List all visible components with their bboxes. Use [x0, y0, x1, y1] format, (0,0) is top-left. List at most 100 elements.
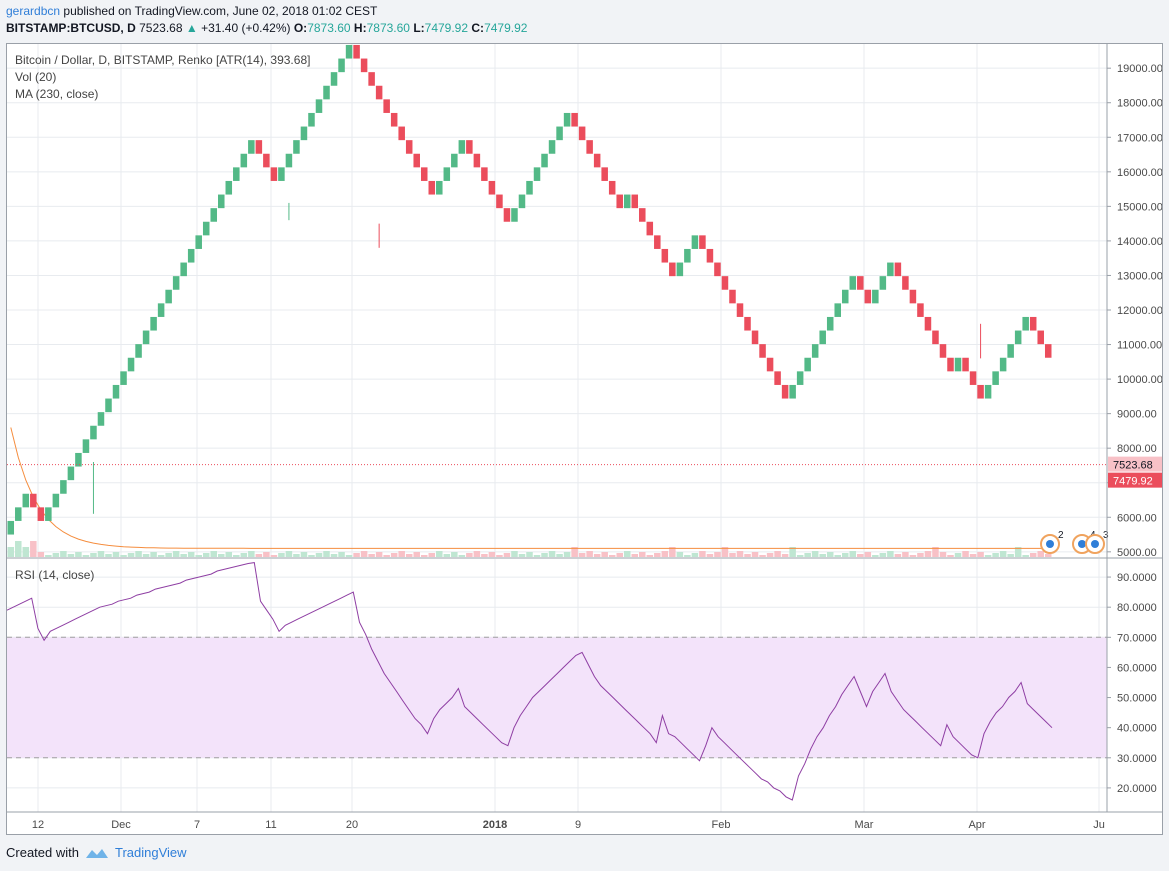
brick-up	[67, 466, 75, 481]
volume-bar	[120, 555, 127, 557]
volume-bar	[270, 555, 278, 557]
volume-bar	[127, 553, 135, 557]
price-axis[interactable]: 5000.006000.007000.008000.009000.0010000…	[1107, 63, 1162, 559]
rsi-axis-label: 30.0000	[1117, 753, 1157, 765]
price-axis-label: 19000.00	[1117, 63, 1162, 75]
volume-bar	[849, 551, 857, 557]
volume-bar	[135, 551, 142, 557]
brick-down	[669, 262, 676, 277]
volume-bar	[684, 555, 691, 557]
volume-bar	[676, 552, 684, 557]
volume-bar	[992, 553, 999, 557]
volume-bar	[721, 547, 729, 557]
volume-bar	[255, 554, 263, 557]
brick-up	[135, 344, 142, 358]
volume-bar	[30, 541, 37, 557]
event-markers[interactable]: 243	[1040, 530, 1109, 554]
brick-down	[969, 371, 977, 385]
brick-up	[984, 384, 992, 399]
volume-bar	[917, 553, 924, 557]
price-axis-label: 13000.00	[1117, 270, 1162, 282]
volume-bar	[150, 552, 157, 557]
last-price: 7523.68	[139, 21, 183, 35]
volume-bar	[924, 551, 932, 557]
volume-bar	[608, 555, 616, 557]
volume-bar	[248, 551, 255, 557]
open-value: 7873.60	[307, 21, 351, 35]
volume-bar	[969, 554, 977, 557]
rsi-axis[interactable]: 20.0000 30.0000 40.0000 50.0000 60.0000 70.00…	[1107, 572, 1157, 795]
chart-panel[interactable]: 5000.006000.007000.008000.009000.0010000…	[6, 43, 1163, 835]
volume-bar	[420, 555, 428, 557]
brick-down	[398, 126, 405, 141]
brick-up	[345, 44, 353, 59]
brick-down	[939, 344, 947, 358]
brick-up	[533, 167, 541, 181]
brick-down	[37, 507, 45, 521]
volume-bar	[669, 547, 676, 557]
volume-bar	[759, 555, 766, 557]
volume-bar	[360, 551, 368, 557]
brick-down	[729, 289, 736, 304]
volume-bar	[105, 554, 112, 557]
brick-up	[819, 330, 826, 345]
legend-ma: MA (230, close)	[15, 87, 98, 101]
volume-bar	[857, 554, 864, 557]
rsi-axis-label: 70.0000	[1117, 632, 1157, 644]
volume-bar	[15, 541, 22, 557]
volume-bar	[233, 555, 240, 557]
volume-bar	[82, 555, 90, 557]
volume-bar	[405, 554, 413, 557]
brick-up	[563, 112, 571, 127]
volume-bar	[616, 553, 623, 557]
rsi-line	[7, 562, 1053, 801]
price-grid	[7, 44, 1107, 557]
time-axis-label: 7	[194, 819, 200, 831]
brick-up	[75, 452, 82, 467]
volume-bar	[999, 551, 1007, 557]
brick-down	[714, 262, 721, 277]
tradingview-brand-link[interactable]: TradingView	[114, 845, 187, 860]
brick-up	[796, 371, 804, 385]
rsi-axis-label: 40.0000	[1117, 723, 1157, 735]
brick-down	[909, 289, 917, 304]
brick-up	[52, 493, 60, 508]
close-price-tag	[1108, 472, 1162, 488]
brick-down	[571, 112, 578, 127]
price-axis-label: 5000.00	[1117, 547, 1157, 559]
time-axis[interactable]: 12 Dec 7 11 20 2018 9 Feb Mar Apr Ju	[32, 819, 1105, 831]
brick-up	[451, 153, 458, 168]
author-link[interactable]: gerardbcn	[6, 4, 61, 18]
brick-up	[150, 316, 157, 331]
volume-bar	[315, 553, 323, 557]
brick-up	[165, 289, 172, 304]
price-axis-label: 16000.00	[1117, 167, 1162, 179]
volume-bar	[157, 555, 165, 557]
brick-up	[849, 276, 857, 290]
volume-bar	[165, 553, 172, 557]
volume-bar	[308, 555, 315, 557]
brick-up	[623, 194, 631, 209]
volume-bar	[195, 555, 202, 557]
volume-bar	[210, 551, 218, 557]
volume-bar	[593, 554, 601, 557]
brick-up	[834, 303, 841, 317]
volume-bar	[639, 552, 646, 557]
brick-up	[804, 357, 811, 372]
brick-down	[864, 289, 872, 304]
volume-bar	[631, 554, 639, 557]
brick-down	[654, 235, 661, 249]
brick-up	[443, 167, 451, 181]
brick-down	[631, 194, 639, 209]
brick-up	[210, 208, 218, 222]
brick-down	[894, 262, 902, 277]
brick-down	[774, 371, 781, 385]
brick-up	[60, 480, 67, 494]
volume-bar	[541, 553, 548, 557]
volume-bar	[887, 551, 894, 557]
rsi-axis-label: 90.0000	[1117, 572, 1157, 584]
chart-svg[interactable]: 5000.006000.007000.008000.009000.0010000…	[7, 44, 1162, 834]
brick-down	[924, 316, 932, 331]
volume-bar	[796, 555, 804, 557]
brick-up	[82, 439, 90, 453]
